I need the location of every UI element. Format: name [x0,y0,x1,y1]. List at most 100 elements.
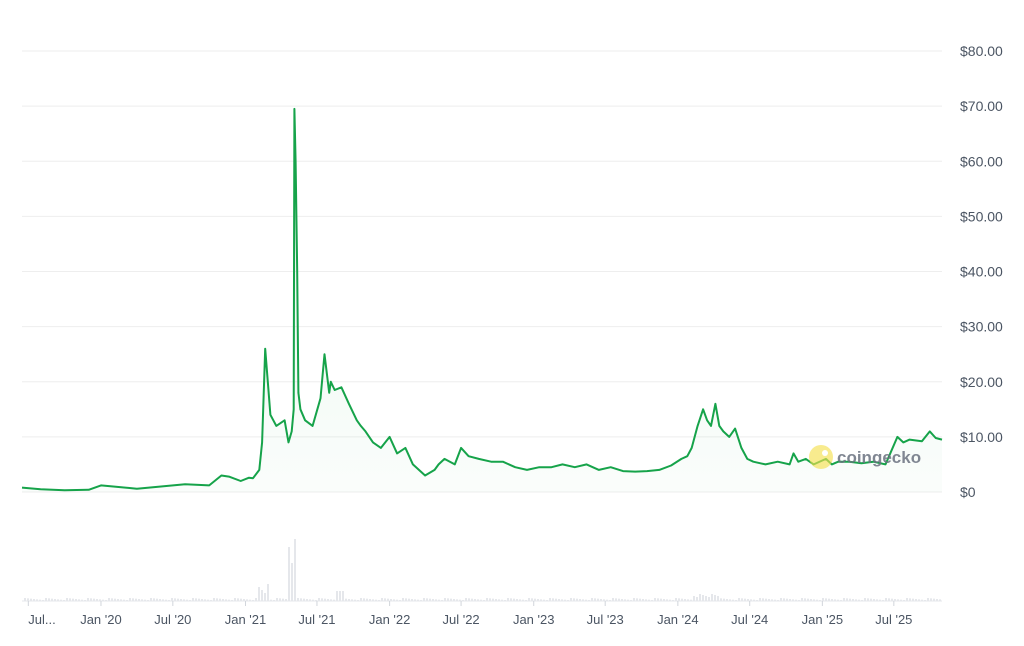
volume-bar [810,599,812,601]
volume-bar [495,599,497,601]
volume-bar [60,599,62,601]
volume-bar [858,599,860,601]
x-tick-label: Jan '25 [802,612,844,627]
volume-bar [696,597,698,601]
volume-bar [384,598,386,601]
volume-bar [102,599,104,601]
volume-bar [342,591,344,601]
volume-bar [90,598,92,601]
volume-bar [618,598,620,601]
volume-bar [432,599,434,601]
volume-bar [687,599,689,601]
volume-bar [918,599,920,601]
volume-bar [729,599,731,601]
volume-bar [324,598,326,601]
volume-bar [219,598,221,601]
volume-bar [759,598,761,601]
volume-bar [318,598,320,601]
volume-bar [114,598,116,601]
volume-bar [453,599,455,601]
volume-bar [675,598,677,601]
volume-bar [393,599,395,601]
volume-bar [726,599,728,601]
volume-bar [24,598,26,601]
volume-bar [801,598,803,601]
volume-bar [813,599,815,601]
price-area [22,108,942,493]
volume-bar [849,598,851,601]
y-tick-label: $80.00 [960,43,1003,59]
gecko-eye-icon [822,450,828,456]
volume-bar [822,598,824,601]
volume-bar [279,598,281,601]
x-tick-label: Jan '20 [80,612,122,627]
volume-bar [888,598,890,601]
volume-bar [195,598,197,601]
volume-bar [708,597,710,601]
volume-bar [669,599,671,601]
volume-bar [627,599,629,601]
volume-bar [345,598,347,601]
volume-bar [885,598,887,601]
volume-bar [906,598,908,601]
volume-bar [792,599,794,601]
volume-bar [534,598,536,601]
volume-bar [879,599,881,601]
volume-bar [111,598,113,601]
volume-bar [831,599,833,601]
volume-bar [705,596,707,601]
volume-bar [354,599,356,601]
volume-bar [243,599,245,601]
volume-bar [873,599,875,601]
volume-bar [750,599,752,601]
x-tick-label: Jul '23 [587,612,624,627]
volume-bar [444,598,446,601]
volume-bar [36,599,38,601]
volume-bar [582,599,584,601]
volume-bar [150,598,152,601]
volume-bar [66,598,68,601]
volume-bar [123,599,125,601]
volume-bar [246,599,248,601]
volume-bar [333,599,335,601]
volume-bar [372,599,374,601]
volume-bar [702,595,704,601]
volume-bar [834,599,836,601]
grid-lines [22,50,942,493]
volume-bar [897,599,899,601]
gecko-logo-icon [809,445,833,469]
volume-bar [249,599,251,601]
volume-bar [438,599,440,601]
volume-bar [264,593,266,601]
volume-bar [579,599,581,601]
volume-bar [645,599,647,601]
volume-bar [876,599,878,601]
volume-bar [549,598,551,601]
volume-bar [57,599,59,601]
volume-bar [807,598,809,601]
volume-bar [837,599,839,601]
volume-bar [360,598,362,601]
volume-bar [612,598,614,601]
volume-bar [666,599,668,601]
volume-bar [921,599,923,601]
volume-bar [825,598,827,601]
volume-bar [39,599,41,601]
volume-bar [135,598,137,601]
volume-bar [684,599,686,601]
volume-bar [144,599,146,601]
volume-bar [780,598,782,601]
volume-bar [594,598,596,601]
volume-bar [435,599,437,601]
volume-bar [405,598,407,601]
volume-bar [387,598,389,601]
y-tick-label: $40.00 [960,264,1003,280]
volume-bar [747,599,749,601]
volume-bar [753,599,755,601]
volume-bar [48,598,50,601]
volume-bar [27,598,29,601]
x-tick-label: Jul '25 [875,612,912,627]
volume-bar [765,598,767,601]
volume-bar [573,598,575,601]
volume-bar [597,598,599,601]
